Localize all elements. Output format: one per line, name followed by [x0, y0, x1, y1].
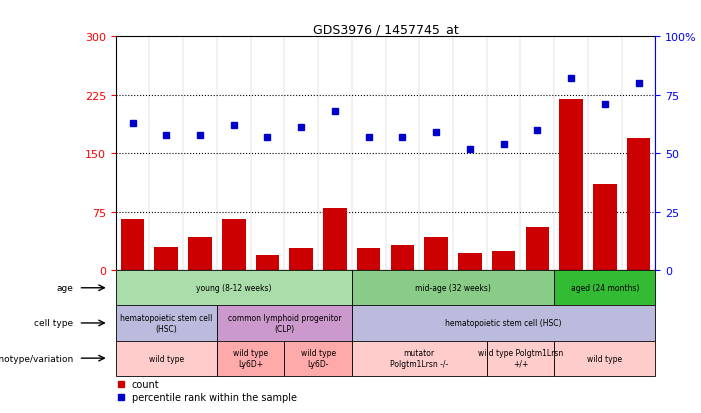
Text: wild type Polgtm1Lrsn
+/+: wild type Polgtm1Lrsn +/+: [478, 349, 563, 368]
Bar: [352, 306, 655, 341]
Text: percentile rank within the sample: percentile rank within the sample: [132, 392, 297, 403]
Bar: [222, 220, 245, 271]
Bar: [256, 255, 279, 271]
Bar: [290, 249, 313, 271]
Bar: [424, 238, 448, 271]
Bar: [352, 271, 554, 306]
Bar: [593, 185, 617, 271]
Text: common lymphoid progenitor
(CLP): common lymphoid progenitor (CLP): [228, 313, 341, 333]
Text: genotype/variation: genotype/variation: [0, 354, 74, 363]
Bar: [116, 306, 217, 341]
Text: cell type: cell type: [34, 319, 74, 328]
Bar: [121, 220, 144, 271]
Bar: [285, 341, 352, 376]
Bar: [116, 271, 352, 306]
Bar: [554, 271, 655, 306]
Bar: [559, 100, 583, 271]
Bar: [458, 254, 482, 271]
Bar: [492, 251, 515, 271]
Text: wild type: wild type: [149, 354, 184, 363]
Text: wild type
Ly6D-: wild type Ly6D-: [301, 349, 336, 368]
Bar: [357, 249, 381, 271]
Text: hematopoietic stem cell
(HSC): hematopoietic stem cell (HSC): [120, 313, 212, 333]
Text: aged (24 months): aged (24 months): [571, 284, 639, 292]
Bar: [154, 247, 178, 271]
Bar: [217, 341, 285, 376]
Text: young (8-12 weeks): young (8-12 weeks): [196, 284, 271, 292]
Bar: [352, 341, 486, 376]
Text: wild type
Ly6D+: wild type Ly6D+: [233, 349, 268, 368]
Bar: [116, 341, 217, 376]
Title: GDS3976 / 1457745_at: GDS3976 / 1457745_at: [313, 23, 458, 36]
Bar: [486, 341, 554, 376]
Bar: [554, 341, 655, 376]
Bar: [188, 238, 212, 271]
Bar: [627, 138, 651, 271]
Bar: [323, 208, 347, 271]
Text: count: count: [132, 379, 160, 389]
Text: mutator
Polgtm1Lrsn -/-: mutator Polgtm1Lrsn -/-: [390, 349, 449, 368]
Bar: [390, 246, 414, 271]
Bar: [526, 228, 549, 271]
Text: age: age: [57, 284, 74, 292]
Text: mid-age (32 weeks): mid-age (32 weeks): [415, 284, 491, 292]
Text: wild type: wild type: [587, 354, 622, 363]
Text: hematopoietic stem cell (HSC): hematopoietic stem cell (HSC): [445, 319, 562, 328]
Bar: [217, 306, 352, 341]
